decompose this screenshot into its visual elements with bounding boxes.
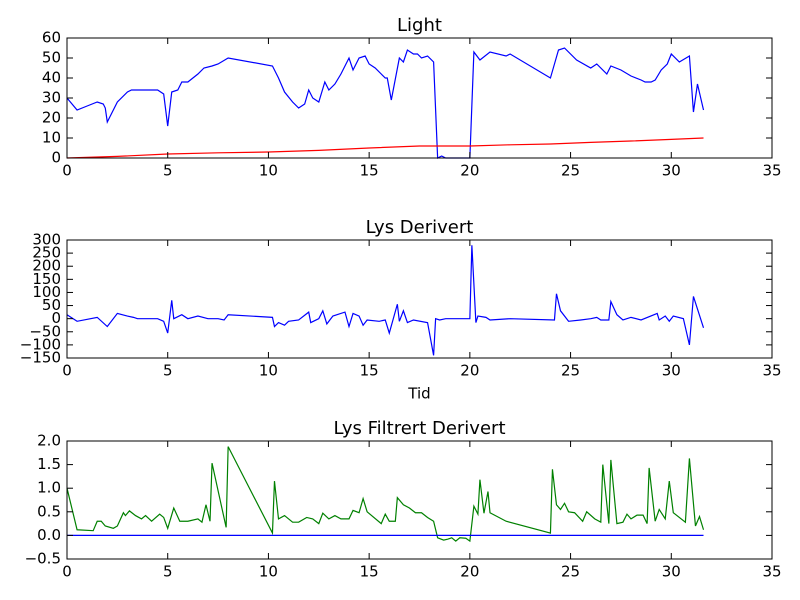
y-tick-label: 40 [42, 69, 61, 87]
x-tick-label: 35 [762, 162, 781, 180]
y-tick-label: 10 [42, 129, 61, 147]
axes-title: Lys Derivert [366, 217, 474, 238]
x-tick-label: 15 [360, 162, 379, 180]
y-tick-label: 1.0 [37, 479, 61, 497]
data-line [66, 137, 704, 159]
x-tick-label: 20 [460, 162, 479, 180]
y-tick-label: 200 [32, 257, 61, 275]
x-tick-label: 5 [163, 162, 173, 180]
y-tick-label: 2.0 [37, 432, 61, 450]
axes-title: Light [397, 15, 442, 36]
x-tick-label: 25 [561, 362, 580, 380]
y-tick-label: −0.5 [25, 550, 61, 568]
axes-frame [66, 239, 773, 359]
x-tick-label: 35 [762, 362, 781, 380]
x-tick-label: 10 [259, 362, 278, 380]
y-tick-label: −100 [20, 335, 61, 353]
x-axis-label: Tid [407, 385, 430, 403]
axes-frame [66, 440, 773, 560]
y-tick-label: 300 [32, 231, 61, 249]
y-tick-label: 50 [42, 296, 61, 314]
data-line [66, 446, 705, 543]
x-tick-label: 5 [163, 563, 173, 581]
x-tick-label: 10 [259, 162, 278, 180]
x-tick-label: 20 [460, 563, 479, 581]
axes-title: Lys Filtrert Derivert [333, 418, 505, 439]
x-tick-label: 25 [561, 563, 580, 581]
y-tick-label: 50 [42, 49, 61, 67]
y-tick-label: −150 [20, 349, 61, 367]
data-line [66, 47, 705, 159]
y-tick-label: 0 [51, 309, 61, 327]
y-tick-label: 60 [42, 29, 61, 47]
x-tick-label: 30 [662, 362, 681, 380]
y-tick-label: 1.5 [37, 455, 61, 473]
x-tick-label: 25 [561, 162, 580, 180]
x-tick-label: 30 [662, 563, 681, 581]
y-tick-label: 250 [32, 244, 61, 262]
x-tick-label: 20 [460, 362, 479, 380]
x-tick-label: 0 [62, 563, 72, 581]
x-tick-label: 0 [62, 162, 72, 180]
x-tick-label: 5 [163, 362, 173, 380]
y-tick-label: 0 [51, 149, 61, 167]
y-tick-label: 100 [32, 283, 61, 301]
y-tick-label: 30 [42, 89, 61, 107]
y-tick-label: 150 [32, 270, 61, 288]
y-tick-label: 20 [42, 109, 61, 127]
y-tick-label: 0.5 [37, 502, 61, 520]
data-line [66, 245, 705, 356]
plot-area [67, 240, 772, 358]
plot-area [67, 38, 772, 158]
y-tick-label: 0.0 [37, 526, 61, 544]
y-tick-label: −50 [29, 322, 61, 340]
x-tick-label: 15 [360, 563, 379, 581]
plot-area [67, 441, 772, 559]
x-tick-label: 10 [259, 563, 278, 581]
x-tick-label: 30 [662, 162, 681, 180]
x-tick-label: 15 [360, 362, 379, 380]
x-tick-label: 0 [62, 362, 72, 380]
x-tick-label: 35 [762, 563, 781, 581]
